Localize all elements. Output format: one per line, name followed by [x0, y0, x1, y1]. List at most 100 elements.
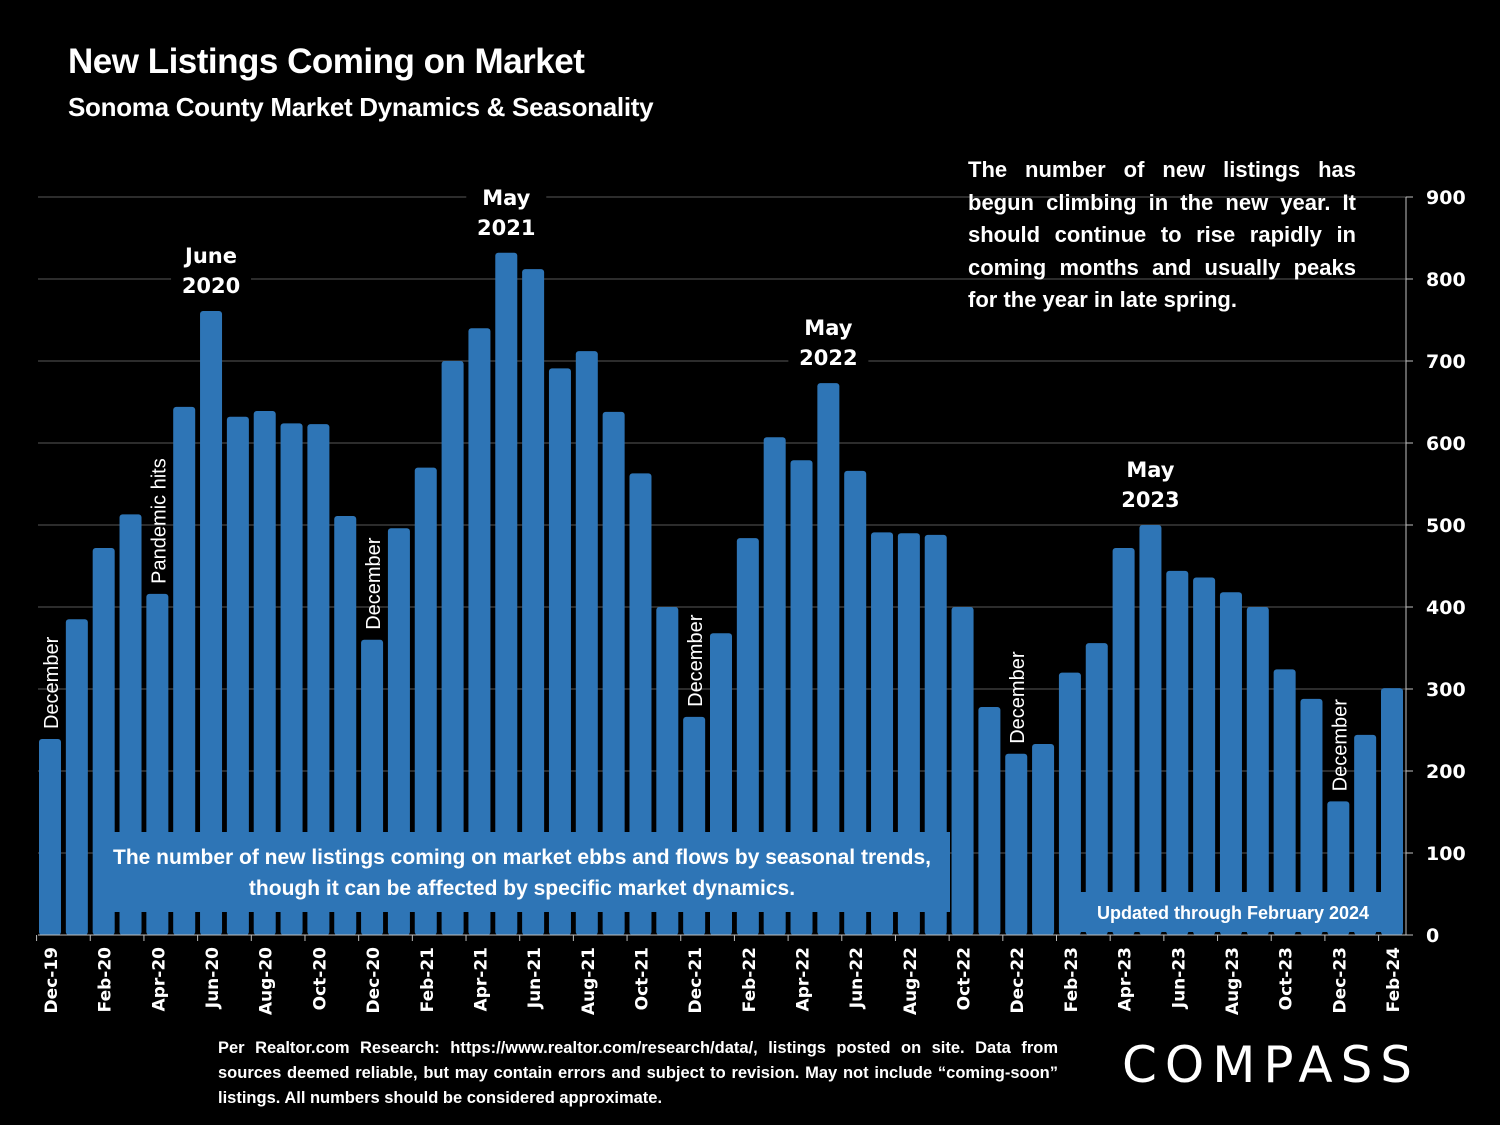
annotation-peak-label: May — [1126, 458, 1174, 482]
bar-nov-20 — [334, 515, 357, 935]
bar-sep-21 — [602, 411, 625, 936]
updated-note-box: Updated through February 2024 — [1074, 892, 1392, 932]
x-tick-label: Aug-21 — [579, 947, 599, 1015]
x-tick-label: Oct-20 — [310, 947, 330, 1011]
source-footnote: Per Realtor.com Research: https://www.re… — [218, 1039, 1058, 1107]
y-tick-label: 600 — [1426, 433, 1466, 455]
bottom-note-box: The number of new listings coming on mar… — [94, 832, 950, 912]
bar-mar-20 — [119, 514, 142, 935]
bar-aug-21 — [575, 351, 598, 935]
bar-feb-23 — [1058, 672, 1081, 935]
x-tick-label: Aug-22 — [901, 947, 921, 1015]
x-tick-label: Oct-22 — [955, 947, 975, 1010]
x-axis: Dec-19 Feb-20 Apr-20 Jun-20 Aug-20 Oct-20 Dec-… — [36, 934, 1406, 1015]
bar-jan-24 — [1354, 734, 1377, 935]
y-tick-label: 900 — [1426, 187, 1466, 209]
annotation-backing — [466, 182, 547, 243]
bar-jan-23 — [1032, 743, 1055, 935]
bar-jun-21 — [522, 269, 545, 935]
bar-sep-20 — [280, 423, 303, 935]
x-tick-label: Apr-20 — [149, 947, 169, 1012]
bar-oct-23 — [1273, 669, 1296, 935]
top-right-note: The number of new listings has begun cli… — [968, 157, 1356, 312]
bar-jul-23 — [1193, 577, 1216, 935]
x-tick-label: Dec-19 — [42, 947, 62, 1013]
x-tick-label: Apr-21 — [471, 947, 491, 1011]
annotation-backing — [1110, 455, 1191, 515]
annotation-december: December — [41, 636, 63, 729]
x-tick-label: Feb-20 — [96, 947, 116, 1013]
bar-jun-23 — [1166, 570, 1189, 935]
bar-may-21 — [495, 252, 518, 935]
bar-jan-20 — [65, 619, 88, 935]
bar-apr-23 — [1112, 547, 1135, 935]
bar-oct-22 — [951, 607, 974, 935]
y-tick-label: 0 — [1426, 925, 1439, 947]
x-tick-label: Feb-21 — [418, 947, 438, 1012]
x-tick-label: Feb-22 — [740, 947, 760, 1012]
y-axis: 0 100 200 300 400 500 600 700 800 900 — [1405, 187, 1466, 947]
compass-logo: COMPASS — [1122, 1036, 1421, 1094]
bar-nov-22 — [978, 707, 1001, 935]
bar-dec-19 — [39, 739, 61, 935]
x-tick-label: Apr-23 — [1116, 947, 1136, 1011]
y-tick-label: 200 — [1426, 761, 1466, 783]
x-tick-label: Aug-23 — [1223, 947, 1243, 1015]
bar-jul-20 — [226, 416, 249, 935]
annotation-backing — [788, 313, 869, 374]
bar-apr-21 — [468, 328, 491, 935]
annotation-december: December — [685, 614, 707, 707]
x-tick-label: Oct-21 — [632, 947, 652, 1010]
bar-dec-22 — [1005, 753, 1028, 935]
annotation-peak-label: May — [804, 316, 852, 340]
x-tick-label: Dec-21 — [686, 947, 706, 1013]
annotation-backing — [171, 240, 252, 301]
bar-mar-22 — [763, 437, 786, 935]
annotation-peak-label: 2022 — [799, 346, 857, 370]
bar-aug-23 — [1219, 592, 1242, 935]
annotation-peak-label: 2020 — [182, 274, 240, 298]
x-tick-label: Dec-20 — [364, 947, 384, 1014]
bar-feb-24 — [1381, 688, 1403, 935]
bar-nov-23 — [1300, 698, 1323, 935]
bar-may-20 — [173, 406, 196, 935]
chart-subtitle: Sonoma County Market Dynamics & Seasonal… — [68, 92, 654, 122]
annotation-peak-label: 2021 — [477, 216, 535, 240]
annotation-december: December — [363, 537, 385, 630]
bar-oct-20 — [307, 424, 330, 935]
annotation-december: December — [1329, 699, 1351, 792]
x-tick-label: Aug-20 — [257, 947, 277, 1015]
x-tick-label: Feb-24 — [1384, 947, 1404, 1013]
x-tick-label: Oct-23 — [1277, 947, 1297, 1010]
annotation-peak-label: 2023 — [1121, 488, 1179, 512]
bar-mar-23 — [1085, 643, 1108, 935]
x-tick-label: Dec-23 — [1330, 947, 1350, 1013]
chart-title: New Listings Coming on Market — [68, 42, 585, 81]
y-tick-label: 500 — [1426, 515, 1466, 537]
x-tick-label: Dec-22 — [1008, 947, 1028, 1013]
y-tick-label: 800 — [1426, 269, 1466, 291]
annotation-december: December — [1007, 651, 1029, 744]
y-tick-label: 700 — [1426, 351, 1466, 373]
bar-aug-20 — [253, 411, 276, 935]
bar-jun-20 — [200, 310, 223, 936]
bar-annotations: December Pandemic hits June 2020 December May… — [41, 182, 1351, 792]
bar-mar-21 — [441, 361, 464, 935]
bar-may-22 — [817, 383, 840, 935]
x-tick-label: Feb-23 — [1062, 947, 1082, 1012]
bar-feb-21 — [414, 467, 437, 935]
bar-oct-21 — [629, 473, 652, 935]
bar-sep-23 — [1246, 607, 1269, 935]
bar-may-23 — [1139, 525, 1162, 935]
annotation-peak-label: June — [183, 244, 237, 268]
x-tick-label: Jun-20 — [203, 947, 223, 1009]
bar-jul-21 — [548, 368, 571, 935]
x-tick-label: Jun-22 — [847, 947, 867, 1009]
annotation-peak-label: May — [482, 186, 530, 210]
x-tick-label: Apr-22 — [794, 947, 814, 1011]
x-tick-label: Jun-23 — [1169, 947, 1189, 1009]
annotation-pandemic-hits: Pandemic hits — [148, 458, 170, 584]
x-tick-label: Jun-21 — [525, 947, 545, 1009]
y-tick-label: 100 — [1426, 843, 1466, 865]
bar-jun-22 — [844, 470, 867, 935]
